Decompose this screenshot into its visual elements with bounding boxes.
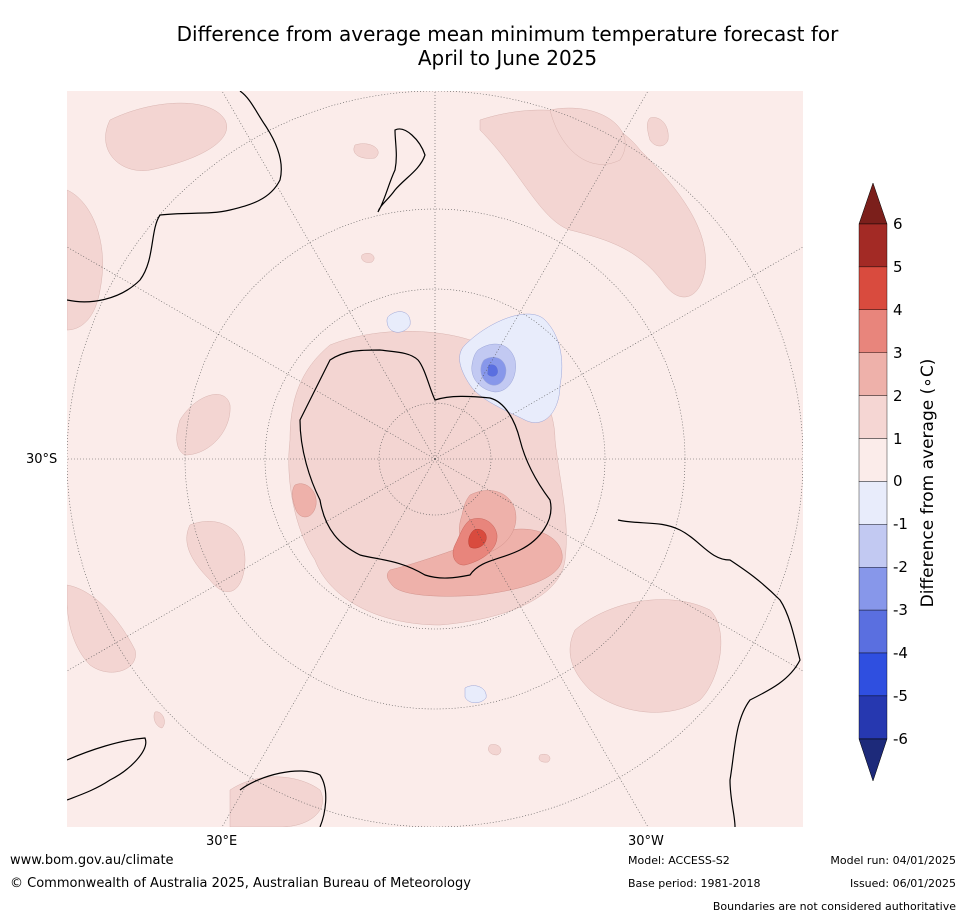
colorbar-segment <box>858 481 888 525</box>
colorbar-segment <box>858 524 888 568</box>
footer-issued: Issued: 06/01/2025 <box>849 877 956 890</box>
title-line-1: Difference from average mean minimum tem… <box>176 22 839 46</box>
footer-model-run: Model run: 04/01/2025 <box>830 854 956 867</box>
colorbar-top-cap <box>858 182 888 225</box>
south-america-coast <box>617 519 801 827</box>
colorbar-tick-label: -2 <box>893 558 908 577</box>
colorbar-tick-label: -5 <box>893 686 908 705</box>
coastlines <box>67 91 801 827</box>
colorbar-segment <box>858 652 888 697</box>
lon-label-30e: 30°E <box>206 834 238 849</box>
footer-base-period: Base period: 1981-2018 <box>628 877 761 890</box>
graticule <box>67 91 803 827</box>
africa-coast <box>67 91 282 303</box>
anomaly-3-4-regions <box>468 529 487 549</box>
colorbar-tick-label: -1 <box>893 515 908 534</box>
colorbar-segment <box>858 695 888 740</box>
title-line-2: April to June 2025 <box>417 46 598 70</box>
madagascar-coast <box>239 770 327 827</box>
colorbar-segment <box>858 352 888 396</box>
footer-disclaimer: Boundaries are not considered authoritat… <box>712 900 956 913</box>
colorbar-segment <box>858 609 888 654</box>
colorbar-tick-label: 2 <box>893 386 903 405</box>
colorbar-segment <box>858 266 888 310</box>
colorbar-tick-label: 4 <box>893 300 903 319</box>
anomaly-cool-regions <box>386 311 563 703</box>
colorbar-label: Difference from average (∘C) <box>918 358 938 608</box>
colorbar-bottom-cap <box>858 738 888 782</box>
lon-label-30w: 30°W <box>628 834 664 849</box>
colorbar-tick-label: 3 <box>893 343 903 362</box>
footer-url[interactable]: www.bom.gov.au/climate <box>10 853 174 868</box>
colorbar-tick-label: -4 <box>893 644 908 662</box>
footer-model: Model: ACCESS-S2 <box>628 854 730 867</box>
colorbar-tick-label: 0 <box>893 472 903 491</box>
colorbar-segment <box>858 309 888 353</box>
colorbar-tick-label: -3 <box>893 601 908 620</box>
colorbar-tick-label: 6 <box>893 215 903 233</box>
colorbar-tick-label: 5 <box>893 257 903 276</box>
colorbar-segment <box>858 395 888 439</box>
australia-coast <box>67 737 147 801</box>
colorbar-tick-label: -6 <box>893 729 908 748</box>
lat-label-30s: 30°S <box>26 452 58 467</box>
colorbar-segment <box>858 223 888 268</box>
new-zealand-coast <box>377 128 426 213</box>
footer-copyright: © Commonwealth of Australia 2025, Austra… <box>10 876 471 891</box>
map-title: Difference from average mean minimum tem… <box>60 22 955 70</box>
colorbar-segment <box>858 567 888 611</box>
colorbar-tick-label: 1 <box>893 429 903 448</box>
colorbar-segment <box>858 438 888 482</box>
antarctica-coast <box>299 349 552 579</box>
